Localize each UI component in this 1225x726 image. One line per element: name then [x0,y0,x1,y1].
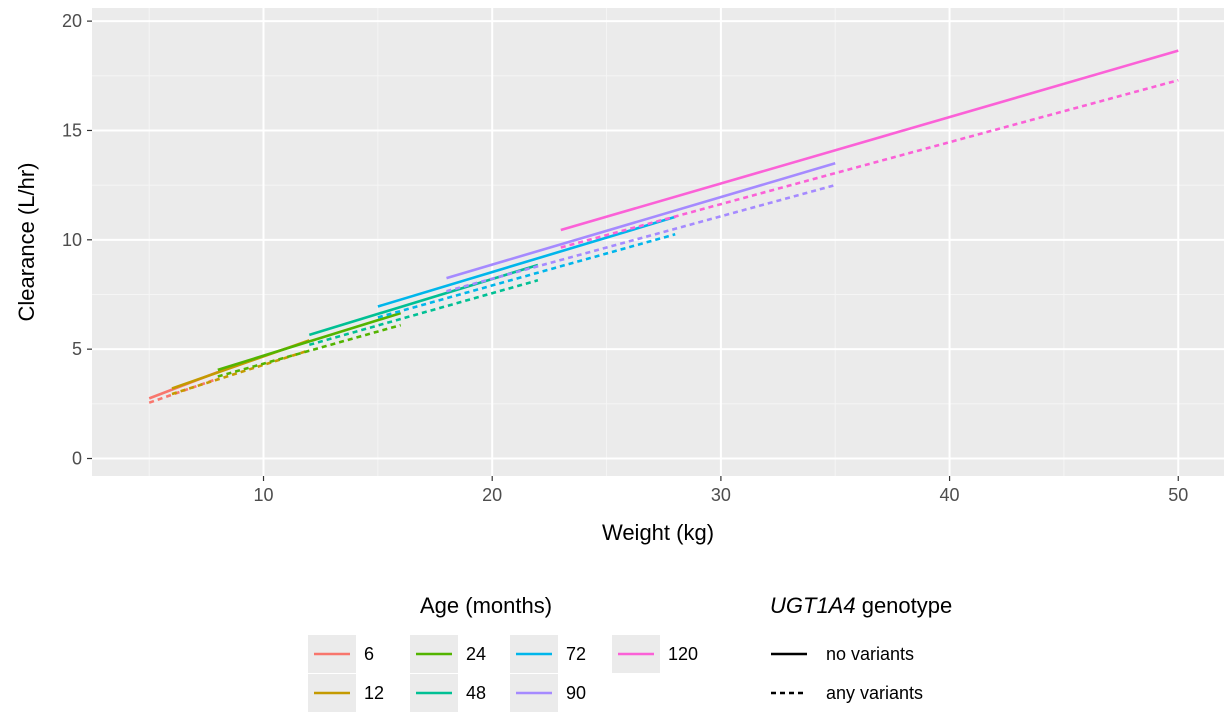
series-line-age-72-no-variants [377,215,676,308]
legend-age-key-6: 6 [308,635,374,673]
legend-genotype-title-rest: genotype [856,593,953,618]
series-line-age-120-any-variants [560,78,1179,249]
legend-genotype-label: any variants [826,683,923,703]
legend-genotype-key-1: any variants [771,683,923,703]
series-line-age-90-no-variants [446,162,836,280]
legend-age-label: 24 [466,644,486,664]
minor-gridlines [92,8,1224,476]
series-line-age-24-any-variants [217,323,402,378]
legend-age-label: 6 [364,644,374,664]
legend-age-key-90: 90 [510,674,586,712]
y-tick-label: 0 [72,449,82,469]
panel-background [92,8,1224,476]
series-line-age-72-any-variants [377,233,676,319]
series-line-age-90-any-variants [446,183,836,293]
legend-age-label: 48 [466,683,486,703]
y-tick-label: 10 [62,230,82,250]
legend-age-key-48: 48 [410,674,486,712]
y-axis-title: Clearance (L/hr) [14,163,39,322]
legend-age-keys: 6 12 24 48 72 90 120 [308,635,698,712]
x-tick-label: 20 [482,485,502,505]
legend-age-key-12: 12 [308,674,384,712]
series-line-age-120-no-variants [560,49,1179,232]
legend-age-key-24: 24 [410,635,486,673]
y-tick-label: 5 [72,339,82,359]
legend-age: Age (months) 6 12 24 48 72 90 120 [308,593,698,712]
legend-age-label: 120 [668,644,698,664]
legend-genotype: UGT1A4 genotype no variants any variants [770,593,952,703]
x-tick-label: 50 [1168,485,1188,505]
y-tick-label: 15 [62,120,82,140]
y-axis-ticks: 0 5 10 15 20 [62,11,92,469]
x-axis-title: Weight (kg) [602,520,714,545]
legend-age-key-72: 72 [510,635,586,673]
legend-age-label: 12 [364,683,384,703]
series-line-age-48-any-variants [308,279,539,347]
series-line-age-12-any-variants [171,349,310,396]
legend-genotype-title: UGT1A4 genotype [770,593,952,618]
series-lines [148,49,1179,404]
legend-age-label: 90 [566,683,586,703]
legend-genotype-key-0: no variants [771,644,914,664]
legend-age-label: 72 [566,644,586,664]
legend-genotype-title-italic: UGT1A4 [770,593,856,618]
x-axis-ticks: 10 20 30 40 50 [253,476,1188,505]
legend-age-key-120: 120 [612,635,698,673]
series-line-age-24-no-variants [217,311,402,372]
legend-genotype-keys: no variants any variants [771,644,923,703]
y-tick-label: 20 [62,11,82,31]
legend-age-title: Age (months) [420,593,552,618]
x-tick-label: 10 [253,485,273,505]
legend-genotype-label: no variants [826,644,914,664]
x-tick-label: 40 [940,485,960,505]
x-tick-label: 30 [711,485,731,505]
